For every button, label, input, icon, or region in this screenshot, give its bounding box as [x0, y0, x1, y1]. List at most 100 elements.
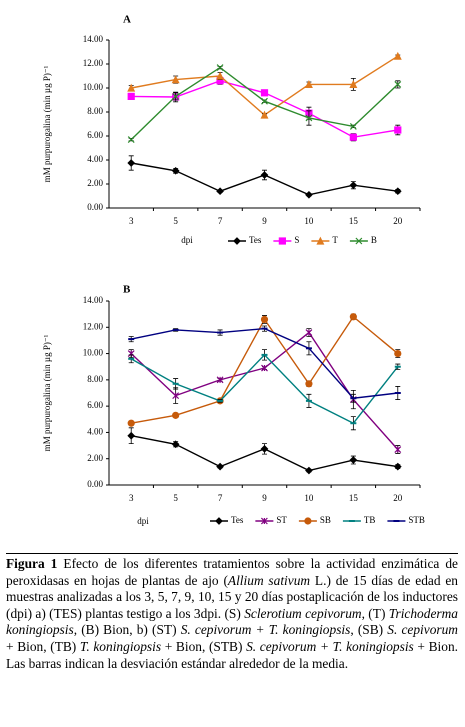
y-tick-label: 12.00: [83, 321, 104, 331]
marker: [261, 364, 268, 372]
caption-segment: , (B) Bion, b) (ST): [73, 622, 181, 638]
series-line: [131, 327, 398, 399]
x-tick-label: 3: [129, 216, 134, 226]
y-axis-title: mM purpurogalina (min µg P)⁻¹: [42, 334, 52, 451]
caption-segment: , (T): [361, 605, 389, 621]
x-tick-label: 9: [262, 493, 267, 503]
legend-label: B: [371, 235, 377, 245]
marker: [171, 166, 180, 175]
y-tick-label: 6.00: [87, 130, 103, 140]
legend-label: TB: [364, 515, 376, 525]
caption-segment: , (SB): [350, 622, 388, 638]
marker: [394, 446, 402, 453]
series-line: [131, 55, 399, 116]
y-tick-label: 2.00: [87, 453, 103, 463]
marker: [127, 431, 136, 440]
marker: [393, 51, 402, 60]
caption-segment: T. koningiopsis: [79, 638, 162, 654]
marker: [171, 75, 180, 84]
marker: [260, 89, 269, 97]
x-tick-label: 7: [218, 216, 223, 226]
legend-label: T: [332, 235, 338, 245]
marker: [305, 190, 313, 199]
x-axis-title: dpi: [181, 235, 193, 245]
legend-marker: [215, 517, 223, 525]
marker: [304, 80, 313, 88]
caption-segment: + Bion, (TB): [6, 638, 80, 654]
x-tick-label: 15: [349, 216, 359, 226]
caption-segment: S. cepivorum + T. koningiopsis: [246, 638, 414, 654]
x-axis-title: dpi: [137, 516, 149, 526]
legend-marker: [278, 237, 286, 245]
marker: [216, 187, 224, 196]
marker: [127, 92, 135, 101]
x-tick-label: 9: [262, 216, 267, 226]
x-tick-label: 10: [304, 216, 314, 226]
legend-label: Tes: [249, 235, 262, 245]
marker: [216, 462, 224, 471]
marker: [394, 349, 402, 358]
y-tick-label: 4.00: [87, 154, 103, 164]
marker: [349, 181, 358, 190]
y-tick-label: 6.00: [87, 400, 103, 410]
x-tick-label: 5: [173, 216, 178, 226]
marker: [216, 376, 224, 384]
marker: [349, 313, 357, 321]
marker: [172, 411, 180, 419]
marker: [216, 71, 225, 80]
y-tick-label: 8.00: [87, 374, 103, 384]
panel-label: B: [123, 284, 131, 296]
caption-segment: Figura 1: [6, 556, 58, 571]
marker: [127, 419, 135, 427]
marker: [394, 126, 402, 134]
y-tick-label: 0.00: [87, 202, 103, 212]
marker: [260, 445, 269, 453]
marker: [305, 114, 313, 122]
marker: [127, 83, 136, 92]
x-tick-label: 7: [218, 493, 223, 503]
legend-marker: [355, 237, 363, 245]
marker: [349, 456, 358, 464]
y-tick-label: 14.00: [83, 34, 104, 44]
marker: [260, 171, 269, 179]
y-tick-label: 8.00: [87, 106, 103, 116]
y-tick-label: 10.00: [83, 348, 104, 358]
caption-segment: S. cepivorum + T. koningiopsis: [180, 622, 351, 638]
marker: [305, 329, 313, 336]
y-axis-title: mM purpurogalina (min µg P)⁻¹: [42, 65, 52, 182]
marker: [305, 466, 313, 475]
caption-segment: Efecto de los diferentes tratamientos so…: [6, 556, 458, 588]
x-tick-label: 5: [173, 493, 178, 503]
marker: [216, 64, 224, 72]
y-tick-label: 10.00: [83, 82, 104, 92]
caption-segment: Trichoderma koningiopsis: [6, 605, 458, 638]
marker: [393, 187, 402, 196]
x-tick-label: 3: [129, 493, 134, 503]
legend-label: SB: [320, 515, 331, 525]
panel-label: A: [123, 14, 131, 26]
caption-segment: Allium sativum: [227, 572, 311, 588]
figure: A 0.00 2.00 4.00 6.00 8.00 10.00 12.00 14.00 3 5 7 9…: [42, 14, 425, 527]
chart: A 0.00 2.00 4.00 6.00 8.00 10.00 12.00 14.00 3 5 7 9…: [42, 14, 421, 245]
series-line: [130, 66, 399, 141]
chart: B 0.00 2.00 4.00 6.00 8.00 10.00 12.00 14.00 3 5 7 9…: [42, 284, 425, 527]
caption-segment: Sclerotium cepivorum: [244, 605, 362, 621]
y-tick-label: 0.00: [87, 479, 103, 489]
marker: [349, 122, 357, 130]
y-tick-label: 12.00: [83, 58, 104, 68]
x-tick-label: 10: [304, 493, 314, 503]
legend-label: STB: [408, 515, 425, 525]
legend-label: Tes: [231, 515, 244, 525]
marker: [260, 110, 269, 119]
y-tick-label: 4.00: [87, 426, 103, 436]
caption-segment: S. cepivorum: [387, 622, 458, 638]
legend-marker: [316, 236, 325, 245]
marker: [261, 97, 268, 105]
marker: [349, 80, 358, 88]
caption-segment: L.) de 15 días de edad en muestras anali…: [6, 572, 458, 621]
legend-label: ST: [276, 515, 287, 525]
y-tick-label: 14.00: [83, 295, 104, 305]
x-tick-label: 20: [393, 493, 403, 503]
marker: [172, 392, 180, 400]
